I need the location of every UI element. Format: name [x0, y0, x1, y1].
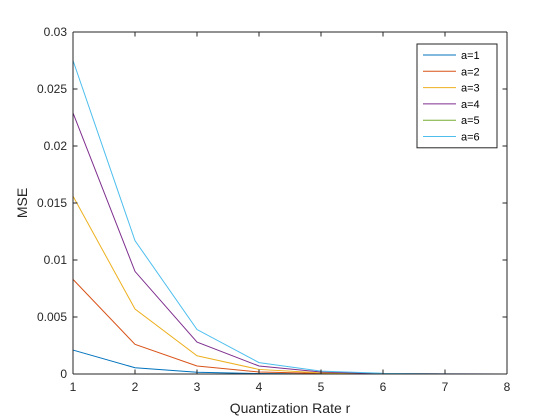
y-tick-label: 0.025 — [37, 82, 67, 96]
y-axis-label: MSE — [14, 188, 30, 218]
y-tick-label: 0 — [60, 367, 67, 381]
y-tick-label: 0.015 — [37, 196, 67, 210]
x-tick-label: 4 — [256, 380, 263, 394]
x-tick-label: 6 — [380, 380, 387, 394]
x-tick-label: 8 — [504, 380, 511, 394]
x-tick-label: 2 — [132, 380, 139, 394]
legend-box — [416, 43, 498, 149]
legend-label: a=4 — [461, 99, 480, 111]
axes-layer: 1 2 3 4 5 6 7 8 0 0.005 0.01 0.015 0.02 0.025 0.03 — [37, 25, 511, 394]
y-tick-label: 0.02 — [44, 139, 68, 153]
legend-label: a=1 — [461, 50, 480, 62]
x-tick-label: 7 — [442, 380, 449, 394]
legend-label: a=2 — [461, 66, 480, 78]
y-tick-label: 0.005 — [37, 310, 67, 324]
legend-label: a=5 — [461, 115, 480, 127]
legend-label: a=6 — [461, 132, 480, 144]
y-tick-label: 0.03 — [44, 25, 68, 39]
x-tick-label: 3 — [194, 380, 201, 394]
x-tick-label: 5 — [318, 380, 325, 394]
legend-label: a=3 — [461, 83, 480, 95]
y-tick-label: 0.01 — [44, 253, 68, 267]
x-axis-label: Quantization Rate r — [230, 400, 351, 416]
x-tick-label: 1 — [70, 380, 77, 394]
legend: a=1 a=2 a=3 a=4 a=5 a=6 — [416, 43, 498, 149]
